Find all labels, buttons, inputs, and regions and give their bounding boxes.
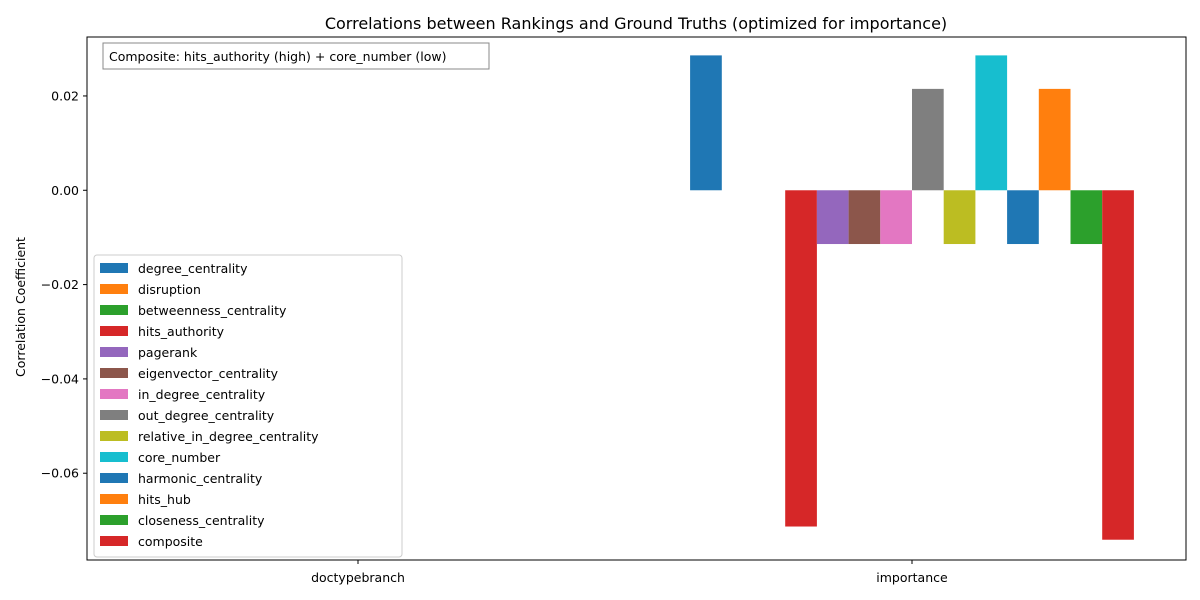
chart-title: Correlations between Rankings and Ground…: [325, 14, 947, 33]
legend-swatch-out-degree-centrality: [100, 410, 128, 420]
legend-swatch-betweenness-centrality: [100, 305, 128, 315]
legend: degree_centrality disruption betweenness_c…: [93, 254, 403, 558]
legend-label-relative-in-degree-centrality: relative_in_degree_centrality: [138, 429, 319, 444]
bar-out-degree-centrality-importance: [912, 88, 944, 191]
legend-label-out-degree-centrality: out_degree_centrality: [138, 408, 275, 423]
legend-swatch-hits-hub: [100, 494, 128, 504]
legend-label-in-degree-centrality: in_degree_centrality: [138, 387, 266, 402]
legend-swatch-eigenvector-centrality: [100, 368, 128, 378]
bar-degree-centrality-importance: [690, 55, 722, 191]
x-tick-label-importance: importance: [876, 570, 948, 585]
legend-label-betweenness-centrality: betweenness_centrality: [138, 303, 287, 318]
legend-label-closeness-centrality: closeness_centrality: [138, 513, 265, 528]
legend-swatch-in-degree-centrality: [100, 389, 128, 399]
y-tick-label: −0.04: [41, 371, 79, 386]
legend-swatch-core-number: [100, 452, 128, 462]
legend-label-degree-centrality: degree_centrality: [138, 261, 248, 276]
bar-hits-hub-importance: [1038, 88, 1071, 191]
legend-label-hits-authority: hits_authority: [138, 324, 225, 339]
annotation-box: Composite: hits_authority (high) + core_…: [102, 42, 490, 70]
legend-swatch-degree-centrality: [100, 263, 128, 273]
legend-swatch-pagerank: [100, 347, 128, 357]
legend-swatch-disruption: [100, 284, 128, 294]
bar-in-degree-centrality-importance: [880, 190, 912, 245]
bar-eigenvector-centrality-importance: [848, 190, 881, 245]
legend-swatch-harmonic-centrality: [100, 473, 128, 483]
legend-label-pagerank: pagerank: [138, 345, 198, 360]
bar-harmonic-centrality-importance: [1007, 190, 1039, 245]
legend-label-eigenvector-centrality: eigenvector_centrality: [138, 366, 279, 381]
bar-hits-authority-importance: [785, 190, 817, 527]
axes-group: 0.02 0.00 −0.02 −0.04 −0.06 doctypebranch impo…: [41, 36, 1187, 585]
bar-core-number-importance: [975, 55, 1008, 191]
bar-relative-in-degree-centrality-importance: [943, 190, 976, 245]
legend-label-disruption: disruption: [138, 282, 201, 297]
annotation-frame: [102, 42, 490, 70]
bar-closeness-centrality-importance: [1070, 190, 1103, 245]
annotation-text: Composite: hits_authority (high) + core_…: [109, 49, 447, 64]
legend-label-core-number: core_number: [138, 450, 221, 465]
legend-swatch-hits-authority: [100, 326, 128, 336]
y-tick-label: −0.06: [41, 466, 79, 481]
plot-frame: [86, 36, 1187, 561]
legend-swatch-relative-in-degree-centrality: [100, 431, 128, 441]
x-tick-label-doctypebranch: doctypebranch: [311, 570, 405, 585]
legend-swatch-composite: [100, 536, 128, 546]
legend-label-hits-hub: hits_hub: [138, 492, 191, 507]
legend-frame: [93, 254, 403, 558]
bar-composite-importance: [1102, 190, 1134, 540]
y-tick-label: 0.00: [51, 183, 79, 198]
legend-swatch-closeness-centrality: [100, 515, 128, 525]
legend-label-harmonic-centrality: harmonic_centrality: [138, 471, 263, 486]
y-axis-label: Correlation Coefficient: [13, 237, 28, 377]
bar-pagerank-importance: [816, 190, 849, 245]
y-tick-label: 0.02: [51, 88, 79, 103]
legend-label-composite: composite: [138, 534, 203, 549]
y-tick-label: −0.02: [41, 277, 79, 292]
bars-group: [690, 55, 1134, 540]
